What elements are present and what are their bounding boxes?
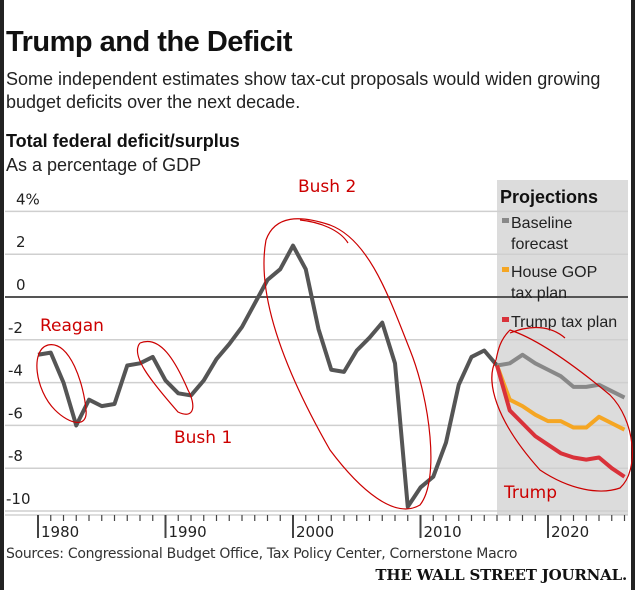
annotation-circle xyxy=(509,327,566,339)
history-line xyxy=(37,243,499,509)
annotation-label: Reagan xyxy=(40,316,104,336)
legend-swatch xyxy=(502,218,509,223)
series-line-house-gop-tax-plan xyxy=(495,364,626,432)
x-tick-label: 1980 xyxy=(41,523,79,541)
y-tick-label: -10 xyxy=(6,490,31,508)
window-frame-left xyxy=(0,0,4,590)
annotation-circle xyxy=(36,344,87,423)
series-line-trump-tax-plan xyxy=(495,364,626,479)
x-tick-label: 1990 xyxy=(169,523,207,541)
series-line-baseline-forecast xyxy=(496,352,626,400)
x-tick-label: 2020 xyxy=(551,523,589,541)
x-tick-label: 2000 xyxy=(296,523,334,541)
legend-swatch xyxy=(502,317,509,322)
annotation-circle xyxy=(136,340,194,415)
annotation-label: Bush 2 xyxy=(298,177,356,197)
y-tick-label: -2 xyxy=(8,319,23,337)
y-tick-label: -6 xyxy=(8,404,23,422)
annotation-circle xyxy=(491,329,633,492)
chart-title: Total federal deficit/surplus xyxy=(6,131,240,151)
y-tick-label: 2 xyxy=(16,233,26,251)
annotation-circle xyxy=(299,219,349,244)
y-tick-label: 4% xyxy=(16,190,40,208)
window-frame-right xyxy=(631,0,635,590)
projection-shade xyxy=(497,180,628,515)
legend-label: House GOP xyxy=(511,264,597,281)
chart-subtitle: As a percentage of GDP xyxy=(6,155,202,175)
source-note: Sources: Congressional Budget Office, Ta… xyxy=(6,546,518,562)
x-tick-label: 2010 xyxy=(424,523,462,541)
annotation-circle xyxy=(263,218,432,510)
legend-swatch xyxy=(502,267,509,272)
publisher-logo: THE WALL STREET JOURNAL. xyxy=(375,566,627,584)
legend-label: forecast xyxy=(511,236,568,253)
annotation-label: Trump xyxy=(503,483,557,503)
annotation-label: Bush 1 xyxy=(174,428,232,448)
y-tick-label: 0 xyxy=(16,276,26,294)
chart-deck: Some independent estimates show tax-cut … xyxy=(6,69,601,112)
chart-headline: Trump and the Deficit xyxy=(6,26,292,58)
legend-label: tax plan xyxy=(511,285,567,302)
y-tick-label: -4 xyxy=(8,362,23,380)
legend-title: Projections xyxy=(500,187,598,207)
legend-label: Baseline xyxy=(511,215,572,232)
y-tick-label: -8 xyxy=(8,447,23,465)
